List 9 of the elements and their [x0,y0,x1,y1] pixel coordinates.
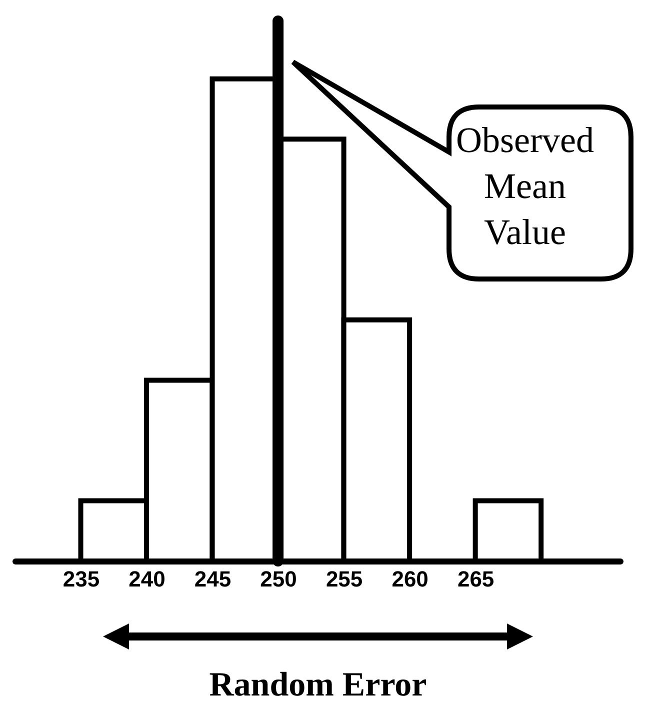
x-tick-label: 240 [128,566,166,592]
x-tick-label: 235 [62,566,100,592]
x-tick-label: 255 [326,566,363,592]
x-axis-title: Random Error [209,666,427,704]
x-tick-label: 265 [457,566,494,592]
x-tick-label: 260 [392,566,428,592]
ref-line-label: Observed Mean Value [456,120,594,252]
x-tick-label: 245 [194,566,232,592]
x-tick-label: 250 [260,566,297,592]
